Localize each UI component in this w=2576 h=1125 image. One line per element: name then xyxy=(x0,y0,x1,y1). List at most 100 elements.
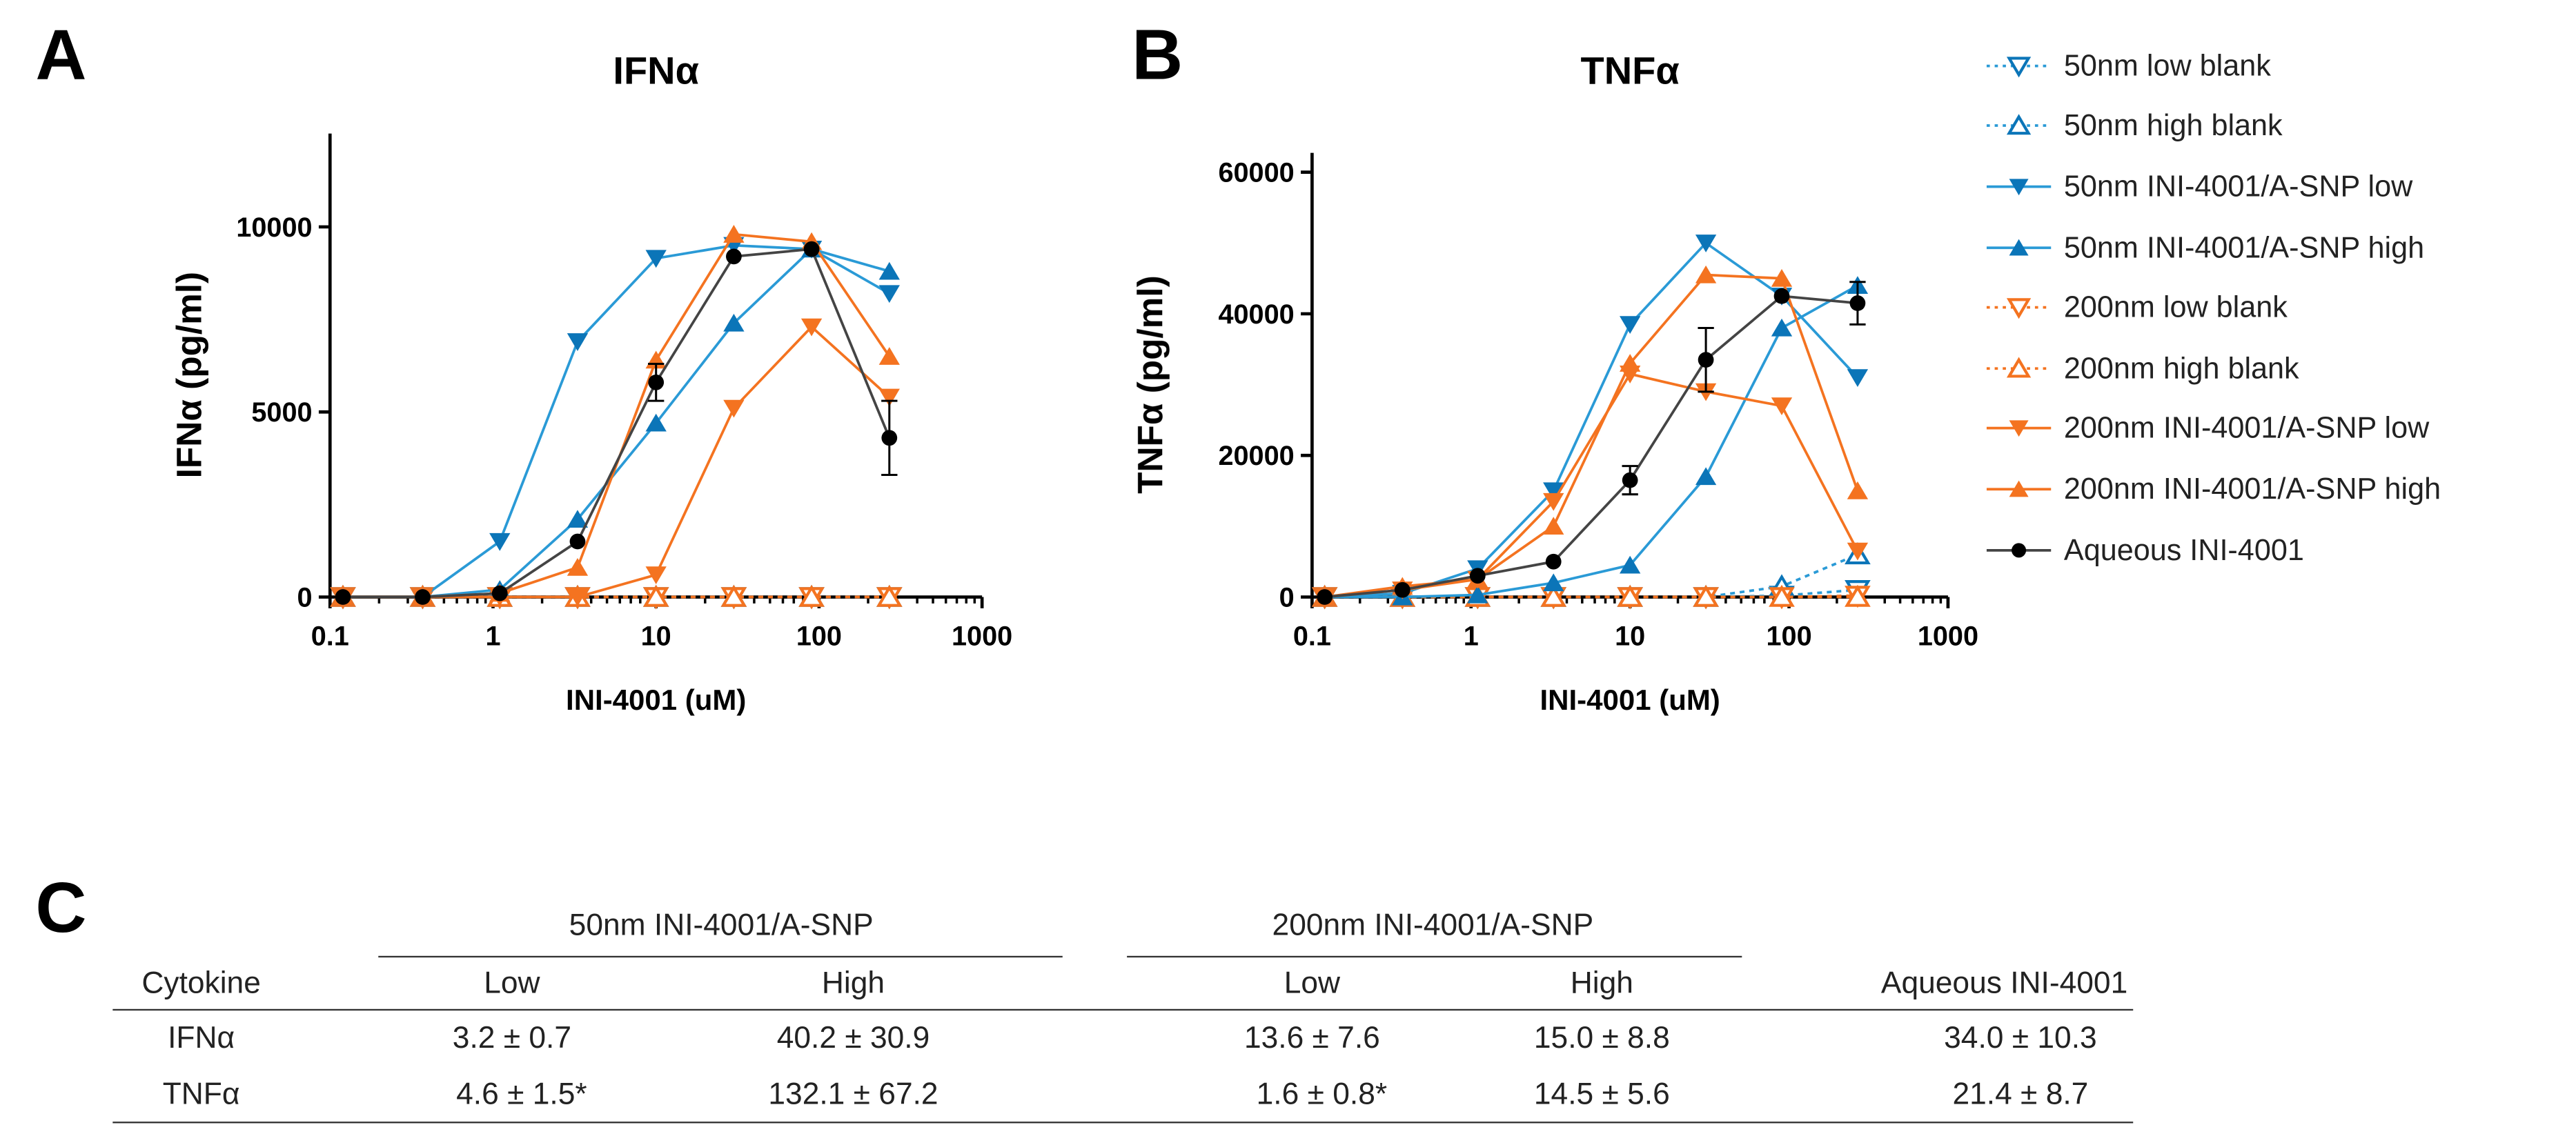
legend-symbol xyxy=(2009,238,2029,255)
data-point xyxy=(1543,482,1564,501)
table-cell: 1.6 ± 0.8* xyxy=(1256,1078,1388,1113)
data-point xyxy=(876,584,903,607)
data-point xyxy=(1773,288,1790,304)
ifna-y-tick-label: 10000 xyxy=(236,212,312,243)
data-point xyxy=(1849,295,1866,311)
table-cell: TNFα xyxy=(162,1078,240,1113)
data-point xyxy=(720,584,747,607)
series-line xyxy=(1324,295,1858,599)
legend-label: 50nm INI-4001/A-SNP low xyxy=(2063,168,2413,203)
table-cell: 3.2 ± 0.7 xyxy=(452,1022,571,1056)
data-point xyxy=(878,347,900,365)
legend-label: 200nm INI-4001/A-SNP low xyxy=(2063,410,2430,445)
data-point xyxy=(723,399,745,418)
tnfa-series-aqueous-ini-4001 xyxy=(1317,281,1866,605)
data-point xyxy=(1619,316,1641,334)
data-point xyxy=(1543,492,1564,511)
column-header: Aqueous INI-4001 xyxy=(1880,967,2128,1002)
series-line xyxy=(342,248,891,599)
panel-label-c: C xyxy=(35,868,87,948)
data-point xyxy=(1622,472,1638,488)
data-point xyxy=(1771,397,1793,416)
group-rule xyxy=(378,955,1063,959)
data-point xyxy=(335,589,351,605)
legend-marker-icon xyxy=(1986,298,2052,319)
legend-item: Aqueous INI-4001 xyxy=(1983,519,2441,580)
data-point xyxy=(1771,268,1793,287)
column-header: Low xyxy=(484,967,540,1002)
data-point xyxy=(1617,584,1643,607)
data-point xyxy=(881,430,898,446)
legend-item: 50nm INI-4001/A-SNP high xyxy=(1983,217,2441,277)
data-point xyxy=(648,374,665,390)
column-header: High xyxy=(821,967,885,1002)
legend-symbol xyxy=(2012,542,2027,557)
ifna-y-tick-label: 5000 xyxy=(251,397,312,428)
legend-marker-icon xyxy=(1986,179,2052,196)
data-point xyxy=(645,566,667,584)
ifna-x-tick-label: 0.1 xyxy=(311,621,349,652)
data-point xyxy=(567,557,589,576)
legend-item: 50nm high blank xyxy=(1983,96,2441,157)
data-point xyxy=(1845,584,1871,607)
data-point xyxy=(1698,352,1714,368)
ifna-x-axis-label: INI-4001 (uM) xyxy=(566,684,746,716)
tnfa-y-axis-label: TNFα (pg/ml) xyxy=(1130,275,1170,494)
tnfa-title: TNFα xyxy=(1581,48,1680,92)
tnfa-y-tick-label: 60000 xyxy=(1218,158,1294,188)
data-point xyxy=(491,585,508,601)
column-header: Cytokine xyxy=(141,967,261,1002)
data-point xyxy=(726,248,742,265)
legend-item: 200nm INI-4001/A-SNP low xyxy=(1983,399,2441,459)
group-header-200nm: 200nm INI-4001/A-SNP xyxy=(1272,909,1594,944)
ifna-x-tick-label: 1 xyxy=(485,621,500,652)
legend-marker-icon xyxy=(1986,542,2052,557)
header-rule xyxy=(112,1008,2134,1012)
data-point xyxy=(1693,584,1719,607)
table-cell: IFNα xyxy=(168,1022,235,1056)
data-point xyxy=(645,250,667,268)
legend-label: 50nm low blank xyxy=(2063,48,2271,82)
data-point xyxy=(803,241,820,257)
chart-tnfa: TNFα 0.1 1 10 100 1000 0 20000 40000 60000 INI-400… xyxy=(1130,48,1978,716)
legend-label: 50nm high blank xyxy=(2063,108,2283,143)
data-point xyxy=(1317,589,1333,605)
ifna-x-tick-label: 10 xyxy=(641,621,671,652)
table-cell: 4.6 ± 1.5* xyxy=(456,1078,587,1113)
data-point xyxy=(567,588,589,607)
tnfa-x-tick-label: 0.1 xyxy=(1293,621,1331,652)
legend-symbol xyxy=(2009,421,2029,438)
group-header-50nm: 50nm INI-4001/A-SNP xyxy=(569,909,874,944)
data-point xyxy=(645,413,667,432)
tnfa-y-tick-label: 0 xyxy=(1279,583,1295,613)
group-rule xyxy=(1127,955,1742,959)
legend-marker-icon xyxy=(1986,238,2052,255)
column-header: Low xyxy=(1284,967,1341,1002)
data-point xyxy=(1540,584,1567,607)
legend: 50nm low blank 50nm high blank 50nm INI-40… xyxy=(1983,35,2441,579)
tnfa-y-tick-label: 20000 xyxy=(1218,441,1294,471)
bottom-rule xyxy=(112,1122,2134,1124)
data-point xyxy=(1469,568,1486,584)
legend-marker-icon xyxy=(1986,421,2052,438)
series-line xyxy=(1324,273,1859,599)
data-point xyxy=(415,589,431,605)
data-point xyxy=(1545,553,1562,570)
data-point xyxy=(1769,584,1795,607)
data-point xyxy=(567,333,589,351)
legend-symbol xyxy=(2006,356,2032,378)
data-point xyxy=(489,532,511,551)
data-point xyxy=(1467,585,1488,604)
legend-item: 200nm high blank xyxy=(1983,338,2441,399)
data-point xyxy=(1695,467,1717,486)
series-line xyxy=(1324,284,1858,599)
data-point xyxy=(1695,265,1717,283)
table-cell: 40.2 ± 30.9 xyxy=(776,1022,930,1056)
data-point xyxy=(1695,235,1717,252)
tnfa-x-tick-label: 1000 xyxy=(1918,621,1978,652)
data-point xyxy=(878,285,900,303)
tnfa-x-axis-label: INI-4001 (uM) xyxy=(1540,684,1720,716)
tnfa-x-tick-label: 100 xyxy=(1766,621,1811,652)
